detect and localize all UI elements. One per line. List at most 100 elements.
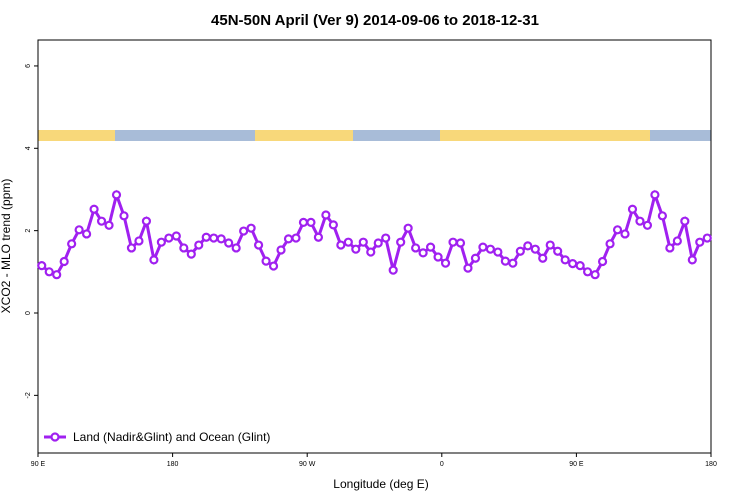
data-point bbox=[298, 217, 309, 228]
data-point bbox=[134, 236, 144, 246]
x-tick-label: 180 bbox=[705, 461, 717, 468]
data-point bbox=[96, 216, 107, 226]
data-point bbox=[545, 240, 555, 250]
data-point bbox=[336, 240, 346, 250]
data-point bbox=[231, 243, 241, 253]
data-point bbox=[650, 190, 660, 200]
data-point bbox=[149, 255, 159, 265]
data-point bbox=[201, 232, 211, 242]
data-point bbox=[373, 238, 383, 248]
data-point bbox=[44, 267, 54, 277]
data-point bbox=[485, 244, 496, 254]
data-point bbox=[216, 234, 226, 244]
data-point bbox=[597, 256, 608, 267]
data-point bbox=[253, 240, 264, 250]
data-point bbox=[381, 233, 391, 243]
data-point bbox=[635, 216, 645, 226]
land bbox=[255, 130, 353, 141]
data-point bbox=[52, 270, 62, 280]
data-point bbox=[418, 248, 428, 258]
data-point bbox=[321, 210, 331, 220]
data-point bbox=[433, 252, 443, 262]
data-point bbox=[695, 237, 705, 247]
data-point bbox=[455, 238, 466, 248]
data-point bbox=[89, 204, 99, 214]
data-point bbox=[463, 263, 473, 273]
land bbox=[440, 130, 650, 141]
data-point bbox=[351, 244, 361, 254]
data-point bbox=[141, 216, 152, 226]
data-point bbox=[291, 233, 301, 243]
x-tick-label: 90 E bbox=[569, 461, 584, 468]
map-strip bbox=[38, 130, 711, 141]
data-point bbox=[328, 220, 338, 230]
data-point bbox=[224, 238, 234, 248]
data-point bbox=[508, 258, 518, 268]
data-point bbox=[702, 233, 712, 243]
x-axis-label: Longitude (deg E) bbox=[333, 477, 428, 491]
data-point bbox=[74, 225, 84, 235]
data-point bbox=[358, 237, 368, 247]
data-point bbox=[530, 244, 540, 254]
data-point bbox=[411, 243, 421, 253]
data-point bbox=[171, 231, 181, 241]
data-point bbox=[179, 243, 189, 253]
data-point bbox=[500, 256, 510, 266]
data-point bbox=[665, 243, 675, 253]
legend-label: Land (Nadir&Glint) and Ocean (Glint) bbox=[73, 430, 270, 444]
x-tick-label: 90 E bbox=[31, 461, 46, 468]
legend-marker bbox=[50, 432, 60, 442]
data-point bbox=[388, 265, 398, 275]
data-point bbox=[396, 237, 406, 247]
data-point bbox=[283, 234, 294, 244]
data-point bbox=[126, 243, 137, 253]
data-point bbox=[67, 239, 77, 249]
data-point bbox=[478, 242, 488, 252]
data-point bbox=[515, 246, 525, 256]
data-point bbox=[306, 217, 316, 228]
plot-frame bbox=[37, 39, 712, 454]
series-line bbox=[40, 189, 708, 277]
data-point bbox=[156, 237, 166, 247]
data-point bbox=[553, 246, 563, 256]
data-point bbox=[538, 253, 548, 263]
data-point bbox=[583, 267, 593, 277]
y-tick-label: 2 bbox=[25, 229, 32, 233]
data-point bbox=[268, 261, 279, 271]
data-point bbox=[111, 190, 122, 200]
data-point bbox=[568, 258, 578, 269]
data-point bbox=[470, 253, 481, 263]
data-point bbox=[403, 223, 413, 233]
x-tick-label: 0 bbox=[440, 461, 444, 468]
data-point bbox=[493, 247, 503, 257]
data-point bbox=[246, 223, 256, 233]
y-axis-label: XCO2 - MLO trend (ppm) bbox=[0, 179, 13, 314]
data-point bbox=[657, 211, 667, 221]
data-point bbox=[448, 237, 458, 247]
data-point bbox=[612, 225, 623, 235]
data-point bbox=[209, 233, 219, 243]
data-point bbox=[605, 239, 615, 249]
y-tick-label: 6 bbox=[25, 64, 32, 68]
data-point bbox=[440, 258, 451, 268]
data-point bbox=[194, 240, 204, 250]
data-point bbox=[239, 226, 249, 236]
data-point bbox=[366, 247, 376, 257]
data-point bbox=[687, 255, 697, 265]
data-point bbox=[186, 249, 196, 259]
data-point bbox=[82, 229, 92, 239]
data-point bbox=[627, 204, 638, 214]
data-point bbox=[620, 229, 630, 239]
data-point bbox=[37, 261, 47, 271]
data-point bbox=[672, 236, 682, 246]
data-point bbox=[276, 245, 286, 255]
data-point bbox=[343, 237, 353, 247]
data-point bbox=[590, 270, 600, 280]
x-tick-label: 90 W bbox=[299, 461, 316, 468]
data-point bbox=[313, 232, 324, 242]
data-point bbox=[575, 261, 585, 271]
y-tick-label: 0 bbox=[25, 311, 32, 315]
y-tick-label: -2 bbox=[25, 392, 32, 398]
data-point bbox=[523, 241, 533, 251]
